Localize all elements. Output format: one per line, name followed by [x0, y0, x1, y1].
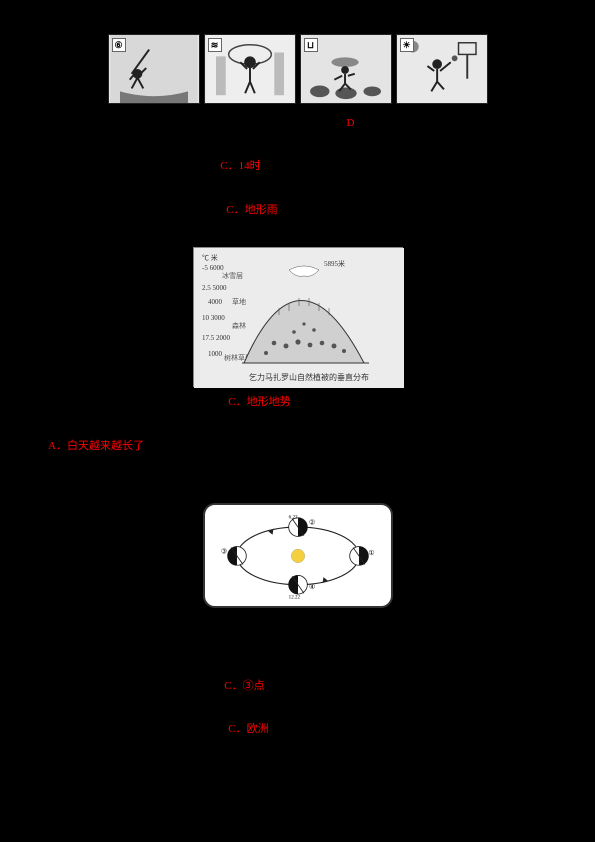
svg-text:2.5 5000: 2.5 5000 [202, 284, 227, 292]
peak-label: 5895米 [324, 259, 345, 268]
orbit-svg: ① ② 6.22 ③ ④ 12.22 [211, 511, 385, 600]
q10-stem: 10．当澳大利亚处于冬季时，地球大约位于 [48, 655, 547, 674]
svg-text:10 3000: 10 3000 [202, 314, 225, 322]
q10-opt-b: B．②点 [136, 680, 176, 692]
sun-icon [291, 549, 305, 563]
q4-options: A B C D [48, 114, 547, 133]
q4-image-strip: ⑥ ≋ ⊔ ☀ [108, 34, 488, 104]
q4-opt-c: C [244, 117, 251, 129]
svg-text:12.22: 12.22 [288, 594, 300, 600]
q4-opt-a: A [48, 117, 55, 129]
q7-opt-b: B．海陆位置 [138, 396, 200, 408]
q6-options: A．对流雨 B．锋面雨 C．地形雨 D．台风雨 [48, 201, 547, 220]
snow-label: 冰雪层 [222, 271, 243, 280]
q9-stem: 9．当地球运行至③点时，南昌正值 [48, 612, 547, 631]
q12-opt-a: A．0°和180°经线 [48, 766, 131, 778]
q12-stem: 12．东西半球的分界线是（ ） [48, 742, 547, 761]
q8-opt-a: A．白天越来越长了 [48, 440, 144, 452]
svg-text:②: ② [309, 518, 315, 526]
q6-opt-d: D．台风雨 [335, 204, 387, 216]
svg-text:17.5 2000: 17.5 2000 [202, 334, 231, 342]
q10-opt-d: D．④点 [330, 680, 371, 692]
q4-opt-d: D [347, 117, 355, 129]
q12-options: A．0°和180°经线 B．20°E和160°W [48, 763, 547, 782]
svg-text:6.22: 6.22 [288, 514, 297, 520]
q6-opt-a: A．对流雨 [48, 204, 100, 216]
q7-figure: ℃ 米 -5 6000 冰雪层 2.5 5000 4000 草地 10 3000… [193, 247, 403, 387]
q5-opt-d: D．22时 [314, 160, 355, 172]
q7-options: A．纬度位置 B．海陆位置 C．地形地势 D．人类活动 [48, 393, 547, 412]
q8-stem: 8．寒假后至暑假前这段时间，我们南昌（ ） [48, 415, 547, 434]
q6-opt-c: C．地形雨 [226, 204, 277, 216]
q4-panel-3: ⊔ [300, 34, 392, 104]
q8-opt-d: D．先变短后变长 [250, 461, 335, 473]
weather-badge-4: ☀ [400, 38, 414, 52]
weather-badge-3: ⊔ [304, 38, 318, 52]
q9-10-intro: 观察地球公转示意图，回答9-10题： [48, 480, 547, 499]
weather-badge-2: ≋ [208, 38, 222, 52]
q4-panel-4: ☀ [396, 34, 488, 104]
earth-3: ③ [220, 546, 245, 565]
q10-opt-a: A．①点 [48, 680, 89, 692]
svg-text:草地: 草地 [232, 297, 246, 306]
q12-opt-b: B．20°E和160°W [214, 766, 297, 778]
mountain-svg: ℃ 米 -5 6000 冰雪层 2.5 5000 4000 草地 10 3000… [194, 248, 404, 388]
q8-opt-b: B．白天越来越短了 [249, 440, 344, 452]
q4-panel-1: ⑥ [108, 34, 200, 104]
earth-2: ② 6.22 [288, 514, 314, 536]
svg-text:4000: 4000 [208, 298, 223, 306]
q9-options: A．春分 B．秋分 C．冬至 D．夏至 [48, 633, 547, 652]
svg-text:森林: 森林 [232, 321, 246, 330]
q8-options-1: A．白天越来越长了 B．白天越来越短了 [48, 437, 547, 456]
q7-stem: 7．乞力马扎罗山位于赤道附近，山脚到山顶的自然景观差异明显。造成这种差异的主要因… [48, 222, 547, 241]
q7-opt-a: A．纬度位置 [48, 396, 111, 408]
q5-options: A．日出前后 B．正午12时 C．14时 D．22时 [48, 157, 547, 176]
q10-opt-c: C．③点 [224, 680, 264, 692]
q5-opt-b: B．正午12时 [134, 160, 196, 172]
q9-opt-d: D．夏至 [318, 636, 359, 648]
axis-l: ℃ 米 [202, 253, 218, 262]
earth-1: ① [349, 546, 374, 565]
q6-opt-b: B．锋面雨 [137, 204, 188, 216]
svg-text:-5 6000: -5 6000 [202, 264, 224, 272]
q8-opt-c: C．先变长后变短 [48, 461, 132, 473]
svg-text:①: ① [368, 549, 374, 557]
q9-opt-c: C．冬至 [228, 636, 268, 648]
q9-opt-b: B．秋分 [138, 636, 178, 648]
q11-opt-b: B．非洲 [138, 723, 178, 735]
q9-opt-a: A．春分 [48, 636, 89, 648]
q11-options: A．亚洲 B．非洲 C．欧洲 D．北美洲 [48, 720, 547, 739]
mountain-caption: 乞力马扎罗山自然植被的垂直分布 [249, 372, 369, 382]
q4-opt-b: B [181, 117, 188, 129]
q7-opt-d: D．人类活动 [338, 396, 401, 408]
q11-opt-c: C．欧洲 [228, 723, 268, 735]
svg-text:④: ④ [309, 583, 315, 591]
q5-stem: 5．一天中最高气温出现在（ ） [48, 136, 547, 155]
weather-badge-1: ⑥ [112, 38, 126, 52]
q11-opt-d: D．北美洲 [338, 723, 390, 735]
q11-opt-a: A．亚洲 [48, 723, 89, 735]
q10-options: A．①点 B．②点 C．③点 D．④点 [48, 677, 547, 696]
svg-text:③: ③ [220, 547, 226, 555]
q5-opt-c: C．14时 [220, 160, 260, 172]
svg-text:1000: 1000 [208, 350, 223, 358]
orbit-figure: ① ② 6.22 ③ ④ 12.22 [203, 503, 393, 608]
q7-opt-c: C．地形地势 [228, 396, 290, 408]
q4-panel-2: ≋ [204, 34, 296, 104]
q11-stem: 11．白色人种主要分布在 [48, 698, 547, 717]
q5-opt-a: A．日出前后 [48, 160, 111, 172]
earth-4: ④ 12.22 [288, 575, 314, 600]
q6-stem: 6．湿润气流受山脉阻挡被迫抬升而形成的降水，叫 [48, 179, 547, 198]
q8-options-2: C．先变长后变短 D．先变短后变长 [48, 458, 547, 477]
